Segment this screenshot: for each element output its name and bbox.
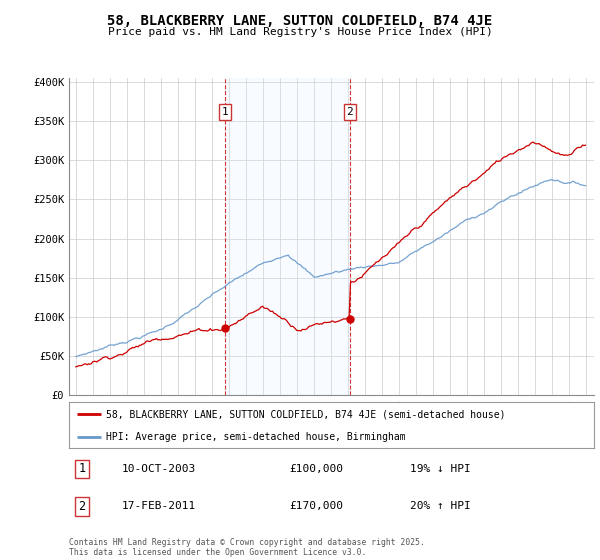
Text: Contains HM Land Registry data © Crown copyright and database right 2025.
This d: Contains HM Land Registry data © Crown c… — [69, 538, 425, 557]
Text: 1: 1 — [79, 463, 86, 475]
Text: 10-OCT-2003: 10-OCT-2003 — [121, 464, 196, 474]
Text: 1: 1 — [221, 107, 229, 117]
Text: 58, BLACKBERRY LANE, SUTTON COLDFIELD, B74 4JE: 58, BLACKBERRY LANE, SUTTON COLDFIELD, B… — [107, 14, 493, 28]
Text: Price paid vs. HM Land Registry's House Price Index (HPI): Price paid vs. HM Land Registry's House … — [107, 27, 493, 37]
Bar — [225, 78, 350, 395]
Text: 19% ↓ HPI: 19% ↓ HPI — [410, 464, 471, 474]
Text: 58, BLACKBERRY LANE, SUTTON COLDFIELD, B74 4JE (semi-detached house): 58, BLACKBERRY LANE, SUTTON COLDFIELD, B… — [106, 409, 505, 419]
Text: HPI: Average price, semi-detached house, Birmingham: HPI: Average price, semi-detached house,… — [106, 432, 406, 441]
Text: 2: 2 — [79, 500, 86, 512]
Text: £170,000: £170,000 — [290, 501, 343, 511]
Text: £100,000: £100,000 — [290, 464, 343, 474]
Text: 2: 2 — [346, 107, 353, 117]
Text: 20% ↑ HPI: 20% ↑ HPI — [410, 501, 471, 511]
Text: 17-FEB-2011: 17-FEB-2011 — [121, 501, 196, 511]
